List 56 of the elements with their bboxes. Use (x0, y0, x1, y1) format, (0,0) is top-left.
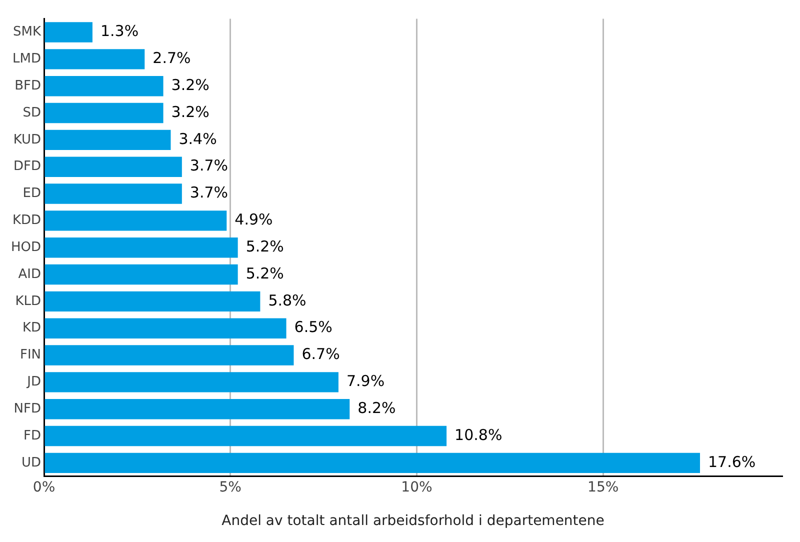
bar (44, 452, 700, 474)
y-tick-label: BFD (14, 78, 42, 94)
data-label: 1.3% (100, 22, 139, 40)
x-tick-label: 5% (219, 479, 242, 496)
data-label: 2.7% (152, 49, 191, 68)
data-label: 6.5% (294, 318, 332, 336)
data-label: 6.7% (302, 345, 340, 364)
x-axis-title: Andel av totalt antall arbeidsforhold i departementene (222, 513, 604, 530)
y-tick-label: SD (22, 105, 42, 120)
y-tick-label: UD (21, 455, 42, 470)
bar (44, 102, 164, 124)
y-tick-label: KDD (12, 213, 42, 228)
bar (44, 210, 227, 231)
bar (44, 49, 145, 70)
y-tick-label: KLD (15, 294, 42, 309)
y-tick-label: DFD (14, 159, 42, 174)
bar (44, 372, 338, 392)
y-tick-label: AID (18, 266, 42, 282)
data-label: 3.2% (171, 102, 210, 121)
data-label: 5.2% (246, 237, 284, 256)
x-tick-label: 15% (588, 479, 619, 496)
data-label: 7.9% (346, 372, 385, 390)
x-tick-label: 0% (32, 479, 56, 496)
y-tick-label: JD (26, 374, 42, 390)
data-label: 8.2% (358, 398, 396, 417)
data-label: 5.2% (246, 264, 284, 282)
bar (44, 184, 182, 204)
bar (44, 318, 286, 338)
y-tick-label: SMK (13, 24, 42, 40)
y-tick-label: KUD (13, 132, 42, 148)
x-tick-label: 10% (401, 479, 432, 496)
bar (44, 156, 182, 177)
data-label: 3.7% (190, 184, 228, 202)
bar (44, 426, 447, 446)
data-label: 17.6% (708, 452, 756, 471)
data-label: 3.2% (171, 76, 210, 94)
bar (44, 238, 238, 258)
bar (44, 399, 350, 420)
y-tick-label: NFD (14, 401, 42, 416)
bar (44, 76, 164, 96)
data-label: 10.8% (454, 426, 502, 444)
y-tick-label: FIN (20, 348, 42, 363)
y-tick-label: ED (22, 186, 42, 202)
data-label: 3.4% (178, 130, 217, 148)
data-label: 5.8% (268, 291, 306, 310)
bar (44, 130, 171, 150)
y-tick-label: HOD (10, 240, 42, 255)
bar (44, 291, 260, 312)
data-label: 3.7% (190, 156, 228, 175)
bar (44, 345, 294, 366)
y-tick-label: LMD (12, 52, 42, 67)
bar (44, 22, 92, 42)
y-tick-label: KD (22, 320, 42, 336)
bar (44, 264, 238, 285)
data-label: 4.9% (234, 210, 273, 229)
y-tick-label: FD (24, 428, 42, 444)
